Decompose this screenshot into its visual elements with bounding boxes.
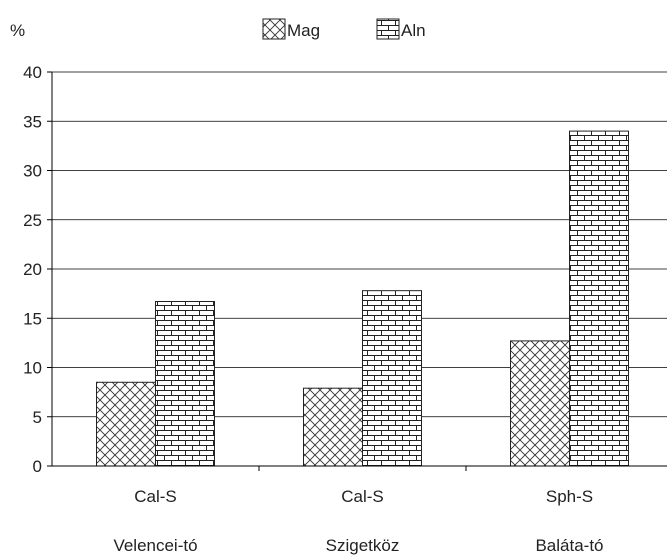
y-tick-label: 15	[23, 309, 42, 328]
x-category-label: Sph-S	[546, 487, 593, 506]
x-site-label: Baláta-tó	[535, 536, 603, 555]
bar-aln	[569, 130, 629, 467]
bars	[96, 130, 629, 467]
axes	[47, 71, 667, 471]
legend-label: Aln	[401, 21, 426, 40]
x-category-label: Cal-S	[134, 487, 177, 506]
axis-labels: 0 5 10 15 20 25 30 35 40% Cal-S Velencei-tó Cal-S Sz…	[10, 21, 604, 555]
bar-aln	[155, 301, 215, 467]
legend-label: Mag	[287, 21, 320, 40]
y-tick-label: 40	[23, 63, 42, 82]
x-category-label: Cal-S	[341, 487, 384, 506]
bar-aln	[362, 290, 422, 467]
bar-mag	[303, 387, 363, 467]
bar-mag	[510, 340, 570, 467]
bar-mag	[96, 381, 156, 467]
y-tick-label: 25	[23, 211, 42, 230]
legend-swatch-aln	[376, 18, 400, 40]
y-tick-label: 35	[23, 112, 42, 131]
y-tick-label: 10	[23, 359, 42, 378]
legend-swatch-mag	[262, 18, 286, 40]
x-site-label: Velencei-tó	[113, 536, 197, 555]
y-tick-label: 20	[23, 260, 42, 279]
x-site-label: Szigetköz	[326, 536, 400, 555]
legend: Mag Aln	[262, 18, 426, 40]
y-tick-label: 30	[23, 162, 42, 181]
y-tick-label: 5	[33, 408, 42, 427]
y-tick-label: 0	[33, 457, 42, 476]
gridlines	[52, 71, 667, 418]
y-axis-label: %	[10, 21, 25, 40]
